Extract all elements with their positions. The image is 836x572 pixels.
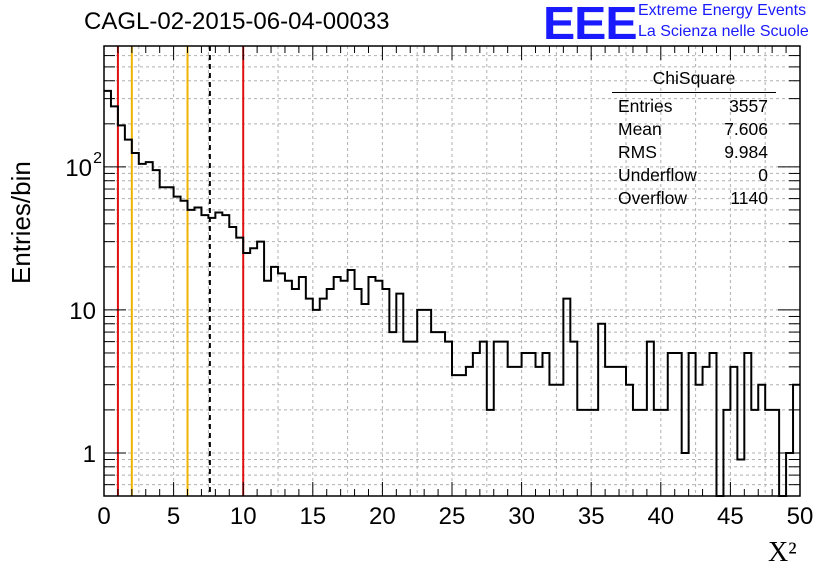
x-tick-label: 45	[717, 503, 744, 530]
x-axis-label: X²	[768, 537, 797, 568]
stats-row-underflow: Underflow 0	[612, 164, 776, 187]
stats-label: Overflow	[618, 188, 688, 208]
stats-value: 0	[758, 165, 768, 185]
x-tick-label: 0	[97, 503, 110, 530]
eee-logo: EEE	[543, 0, 638, 49]
stats-label: Entries	[618, 96, 673, 116]
y-tick-label: 1	[83, 441, 96, 468]
x-tick-labels: 0 5 10 15 20 25 30 35 40 45 50	[97, 503, 813, 530]
stats-value: 1140	[730, 188, 768, 208]
stats-label: Mean	[618, 119, 662, 139]
y-tick-label: 10	[65, 155, 92, 182]
x-tick-label: 5	[167, 503, 180, 530]
brand-line-2: La Scienza nelle Scuole	[638, 23, 809, 40]
x-tick-label: 30	[508, 503, 535, 530]
x-tick-label: 35	[578, 503, 605, 530]
stats-label: Underflow	[618, 165, 697, 185]
x-tick-label: 20	[369, 503, 396, 530]
vertical-markers	[116, 46, 245, 496]
stats-value: 3557	[729, 96, 768, 116]
stats-value: 7.606	[724, 119, 768, 139]
x-tick-label: 15	[299, 503, 326, 530]
x-tick-label: 10	[230, 503, 257, 530]
stats-row-mean: Mean 7.606	[612, 118, 776, 141]
x-tick-label: 50	[787, 503, 814, 530]
axis-ticks	[103, 46, 801, 496]
chart-title: CAGL-02-2015-06-04-00033	[84, 8, 390, 35]
x-tick-label: 25	[439, 503, 466, 530]
brand-line-1: Extreme Energy Events	[638, 2, 807, 19]
y-tick-label: 10	[69, 298, 96, 325]
stats-box: ChiSquare Entries 3557 Mean 7.606 RMS 9.…	[612, 67, 776, 210]
stats-label: RMS	[618, 142, 657, 162]
y-axis-label: Entries/bin	[6, 161, 36, 284]
stats-row-entries: Entries 3557	[612, 95, 776, 118]
stats-row-overflow: Overflow 1140	[612, 187, 776, 210]
stats-row-rms: RMS 9.984	[612, 141, 776, 164]
y-tick-exponent: 2	[93, 150, 102, 167]
stats-title: ChiSquare	[612, 67, 776, 93]
x-tick-label: 40	[647, 503, 674, 530]
stats-value: 9.984	[724, 142, 768, 162]
histogram-series	[104, 89, 800, 497]
grid	[104, 46, 800, 496]
